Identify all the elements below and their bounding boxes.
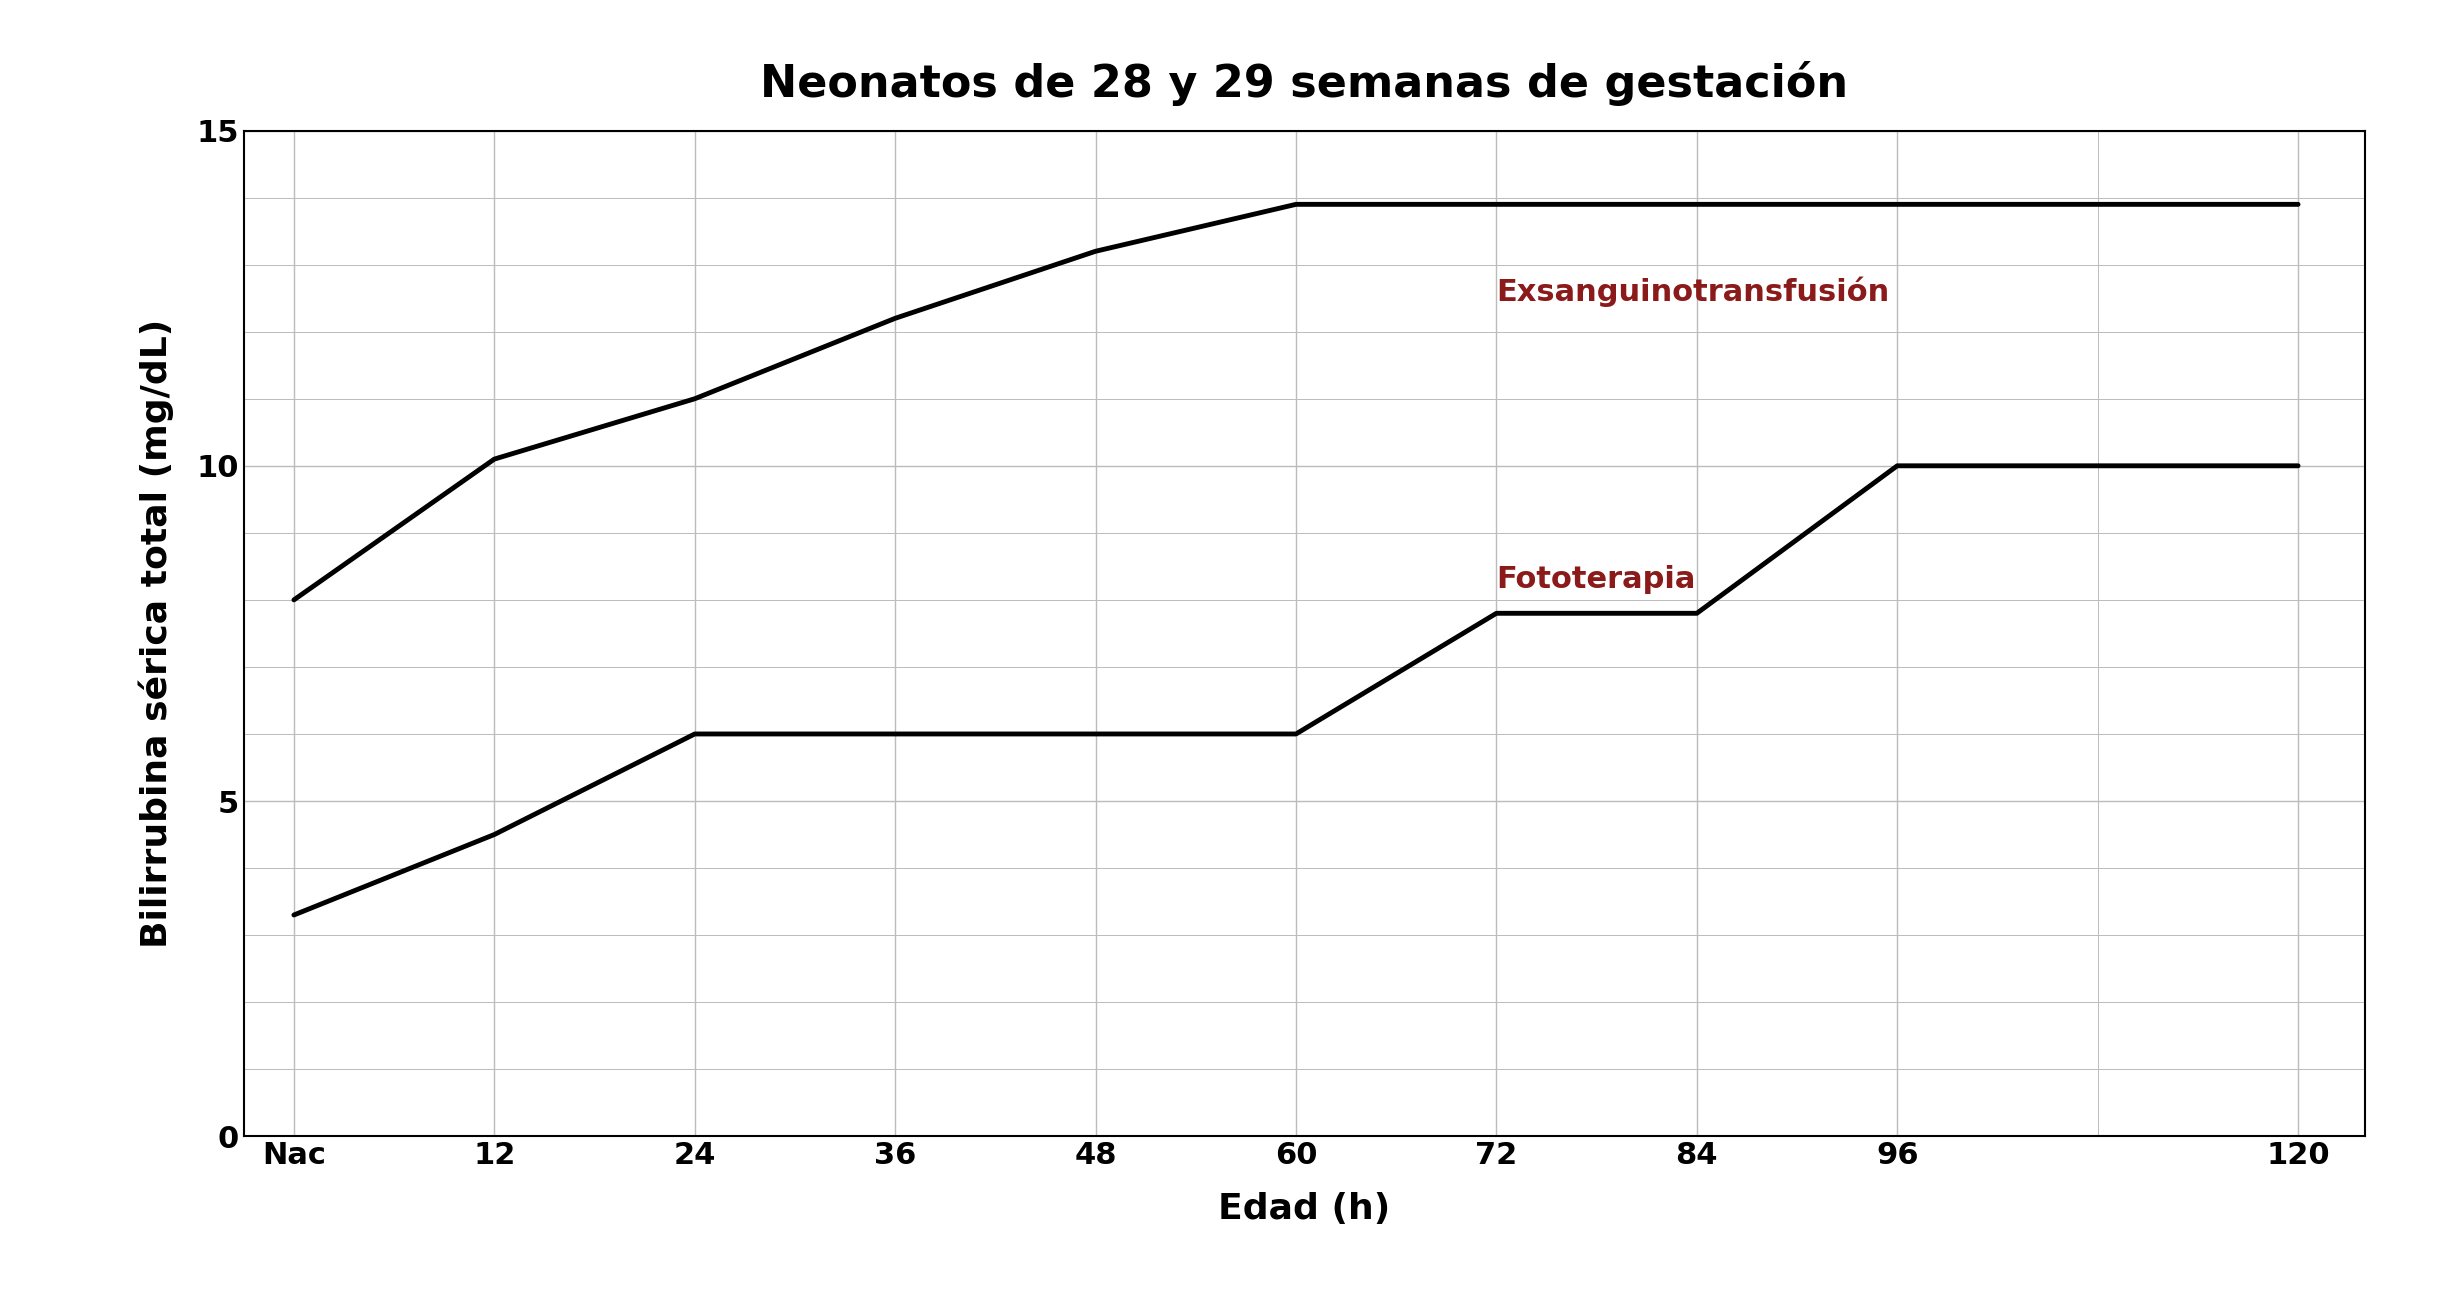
- X-axis label: Edad (h): Edad (h): [1219, 1192, 1390, 1226]
- Text: Fototerapia: Fototerapia: [1497, 565, 1697, 594]
- Y-axis label: Bilirrubina sérica total (mg/dL): Bilirrubina sérica total (mg/dL): [139, 319, 173, 948]
- Title: Neonatos de 28 y 29 semanas de gestación: Neonatos de 28 y 29 semanas de gestación: [761, 61, 1848, 106]
- Text: Exsanguinotransfusión: Exsanguinotransfusión: [1497, 277, 1889, 307]
